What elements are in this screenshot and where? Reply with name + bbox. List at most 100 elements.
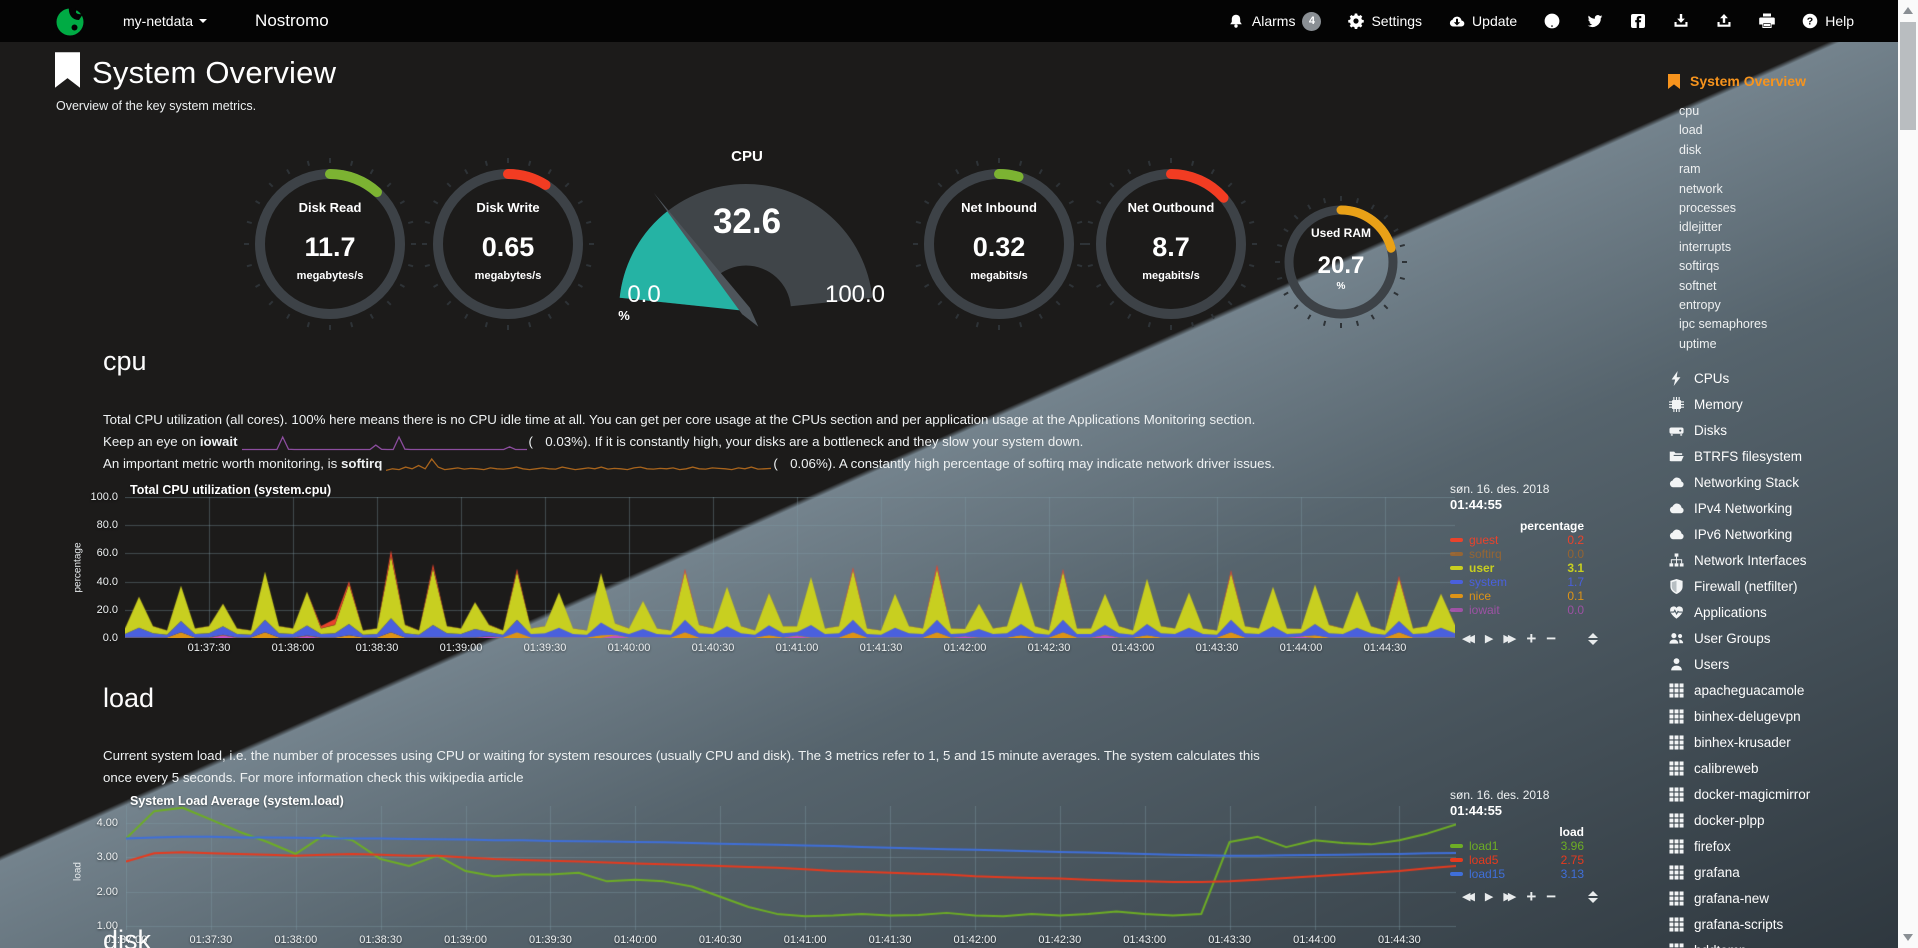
nav-update-button[interactable]: Update bbox=[1448, 13, 1517, 30]
legend-entry-softirq[interactable]: softirq 0.0 bbox=[1450, 547, 1584, 561]
page-scrollbar[interactable] bbox=[1898, 0, 1918, 948]
heartbeat-icon bbox=[1668, 604, 1685, 620]
gauge-disk-read[interactable]: Disk Read 11.7 megabytes/s bbox=[240, 154, 420, 334]
sidebar-subitem-entropy[interactable]: entropy bbox=[1679, 297, 1721, 312]
sidebar-item-users[interactable]: Users bbox=[1668, 651, 1898, 677]
gauge-cpu[interactable]: CPU 32.6 0.0 100.0 % bbox=[616, 148, 885, 334]
legend-entry-user[interactable]: user 3.1 bbox=[1450, 561, 1584, 575]
sidebar-subitem-network[interactable]: network bbox=[1679, 181, 1723, 196]
x-axis-tick: 01:37:30 bbox=[189, 934, 233, 946]
sidebar-subitem-softirqs[interactable]: softirqs bbox=[1679, 259, 1720, 274]
x-axis-tick: 01:39:00 bbox=[444, 934, 487, 946]
sidebar-item-firefox[interactable]: firefox bbox=[1668, 833, 1898, 859]
sidebar-item-binhex-krusader[interactable]: binhex-krusader bbox=[1668, 729, 1898, 755]
sidebar-item-cpus[interactable]: CPUs bbox=[1668, 365, 1898, 391]
scrollbar-thumb[interactable] bbox=[1900, 22, 1916, 130]
nav-alarms-button[interactable]: Alarms 4 bbox=[1228, 11, 1322, 31]
x-axis-tick: 01:39:00 bbox=[439, 642, 483, 654]
sidebar-subitem-uptime[interactable]: uptime bbox=[1679, 336, 1717, 351]
sidebar-item-ipv6-networking[interactable]: IPv6 Networking bbox=[1668, 521, 1898, 547]
sidebar-item-applications[interactable]: Applications bbox=[1668, 599, 1898, 625]
sidebar-item-grafana-scripts[interactable]: grafana-scripts bbox=[1668, 911, 1898, 937]
pan-forward-button[interactable]: ▶▶ bbox=[1503, 891, 1516, 903]
nav-print-button[interactable] bbox=[1758, 13, 1775, 30]
nav-facebook-button[interactable] bbox=[1629, 13, 1646, 30]
resize-handle-icon[interactable] bbox=[1588, 890, 1599, 903]
zoom-out-button[interactable]: − bbox=[1546, 628, 1557, 648]
nav-github-button[interactable] bbox=[1543, 13, 1560, 30]
x-axis-tick: 01:40:30 bbox=[698, 934, 742, 946]
legend-entry-nice[interactable]: nice 0.1 bbox=[1450, 589, 1584, 603]
gauge-used-ram[interactable]: Used RAM 20.7% bbox=[1271, 192, 1411, 332]
nav-import-button[interactable] bbox=[1715, 13, 1732, 30]
pan-forward-button[interactable]: ▶▶ bbox=[1503, 633, 1516, 645]
legend-entry-system[interactable]: system 1.7 bbox=[1450, 575, 1584, 589]
play-button[interactable]: ▶ bbox=[1484, 633, 1494, 645]
sidebar-item-binhex-delugevpn[interactable]: binhex-delugevpn bbox=[1668, 703, 1898, 729]
legend-entry-load5[interactable]: load5 2.75 bbox=[1450, 853, 1584, 867]
nav-twitter-button[interactable] bbox=[1586, 13, 1603, 30]
nav-settings-button[interactable]: Settings bbox=[1347, 13, 1422, 30]
load-description-text: Current system load, i.e. the number of … bbox=[103, 748, 1260, 785]
gauge-net-outbound[interactable]: Net Outbound 8.7 megabits/s bbox=[1081, 154, 1261, 334]
zoom-out-button[interactable]: − bbox=[1546, 886, 1557, 906]
sidebar-item-ipv4-networking[interactable]: IPv4 Networking bbox=[1668, 495, 1898, 521]
sidebar-item-networking-stack[interactable]: Networking Stack bbox=[1668, 469, 1898, 495]
scrollbar-down-arrow[interactable] bbox=[1903, 934, 1913, 941]
sidebar-subitem-processes[interactable]: processes bbox=[1679, 200, 1736, 215]
my-netdata-dropdown[interactable]: my-netdata bbox=[123, 13, 208, 29]
load-chart-plot[interactable] bbox=[126, 806, 1456, 930]
sidebar-item-grafana-new[interactable]: grafana-new bbox=[1668, 885, 1898, 911]
sidebar-subitem-disk[interactable]: disk bbox=[1679, 142, 1702, 157]
sidebar-item-btrfs-filesystem[interactable]: BTRFS filesystem bbox=[1668, 443, 1898, 469]
sidebar-item-docker-plpp[interactable]: docker-plpp bbox=[1668, 807, 1898, 833]
y-axis-tick: 3.00 bbox=[96, 851, 118, 864]
nav-export-button[interactable] bbox=[1672, 13, 1689, 30]
netdata-logo-icon[interactable] bbox=[55, 6, 85, 36]
pan-backward-button[interactable]: ◀◀ bbox=[1462, 891, 1475, 903]
x-axis-tick: 01:40:00 bbox=[607, 642, 651, 654]
legend-entry-load1[interactable]: load1 3.96 bbox=[1450, 839, 1584, 853]
sidebar-item-firewall-netfilter-[interactable]: Firewall (netfilter) bbox=[1668, 573, 1898, 599]
sidebar-item-system-overview[interactable]: System Overview bbox=[1668, 73, 1898, 89]
sidebar-subitem-ipc-semaphores[interactable]: ipc semaphores bbox=[1679, 317, 1768, 332]
sidebar-menu: System Overview cpu load disk ram network pro… bbox=[1668, 60, 1898, 948]
x-axis-tick: 01:44:00 bbox=[1293, 934, 1336, 946]
navbar-left: my-netdata Nostromo bbox=[55, 6, 329, 36]
sidebar-subitem-idlejitter[interactable]: idlejitter bbox=[1679, 220, 1723, 235]
resize-handle-icon[interactable] bbox=[1588, 632, 1599, 645]
sidebar-item-user-groups[interactable]: User Groups bbox=[1668, 625, 1898, 651]
th-icon bbox=[1668, 916, 1685, 932]
sitemap-icon bbox=[1668, 552, 1685, 568]
play-button[interactable]: ▶ bbox=[1484, 891, 1494, 903]
sidebar-item-docker-magicmirror[interactable]: docker-magicmirror bbox=[1668, 781, 1898, 807]
nav-help-button[interactable]: ? Help bbox=[1801, 13, 1854, 30]
pan-backward-button[interactable]: ◀◀ bbox=[1462, 633, 1475, 645]
sidebar-item-apacheguacamole[interactable]: apacheguacamole bbox=[1668, 677, 1898, 703]
sidebar-subitem-interrupts[interactable]: interrupts bbox=[1679, 239, 1732, 254]
sidebar-item-network-interfaces[interactable]: Network Interfaces bbox=[1668, 547, 1898, 573]
scrollbar-up-arrow[interactable] bbox=[1903, 7, 1913, 14]
gauge-net-inbound[interactable]: Net Inbound 0.32 megabits/s bbox=[909, 154, 1089, 334]
legend-entry-iowait[interactable]: iowait 0.0 bbox=[1450, 603, 1584, 617]
x-axis-tick: 01:41:30 bbox=[859, 642, 903, 654]
zoom-in-button[interactable]: + bbox=[1526, 628, 1537, 648]
sidebar-item-hddtemp[interactable]: hddtemp bbox=[1668, 937, 1898, 948]
sidebar-item-calibreweb[interactable]: calibreweb bbox=[1668, 755, 1898, 781]
sidebar-subitem-softnet[interactable]: softnet bbox=[1679, 278, 1717, 293]
th-icon bbox=[1668, 942, 1685, 948]
sidebar-item-grafana[interactable]: grafana bbox=[1668, 859, 1898, 885]
sidebar-item-memory[interactable]: Memory bbox=[1668, 391, 1898, 417]
legend-entry-guest[interactable]: guest 0.2 bbox=[1450, 533, 1584, 547]
legend-dash-icon bbox=[1450, 552, 1463, 556]
sidebar-item-disks[interactable]: Disks bbox=[1668, 417, 1898, 443]
sidebar-subitem-cpu[interactable]: cpu bbox=[1679, 104, 1700, 118]
cpu-chart-plot[interactable] bbox=[125, 497, 1455, 638]
legend-entry-load15[interactable]: load15 3.13 bbox=[1450, 867, 1584, 881]
sidebar-item-label: grafana bbox=[1694, 864, 1740, 880]
zoom-in-button[interactable]: + bbox=[1526, 886, 1537, 906]
sidebar-subitem-ram[interactable]: ram bbox=[1679, 162, 1701, 177]
wikipedia-article-link[interactable]: wikipedia article bbox=[429, 769, 524, 785]
gauge-disk-write[interactable]: Disk Write 0.65 megabytes/s bbox=[418, 154, 598, 334]
sidebar-subitem-load[interactable]: load bbox=[1679, 123, 1703, 138]
